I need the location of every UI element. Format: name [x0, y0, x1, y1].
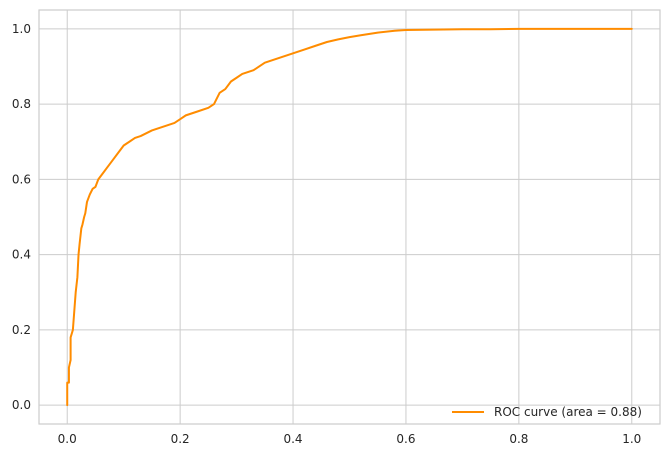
y-tick-label: 0.6: [12, 172, 31, 186]
x-tick-label: 1.0: [622, 432, 641, 446]
legend: ROC curve (area = 0.88): [452, 405, 642, 419]
roc-curve-line: [66, 27, 633, 407]
y-tick-label: 1.0: [12, 22, 31, 36]
grid: [39, 10, 660, 424]
x-tick-label: 0.0: [58, 432, 77, 446]
y-tick-label: 0.8: [12, 97, 31, 111]
x-tick-label: 0.8: [509, 432, 528, 446]
x-tick-label: 0.4: [283, 432, 302, 446]
x-tick-label: 0.2: [171, 432, 190, 446]
series-layer: [66, 27, 633, 407]
x-tick-label: 0.6: [396, 432, 415, 446]
axes-spine: [38, 9, 661, 425]
y-tick-label: 0.2: [12, 323, 31, 337]
plot-frame: [38, 9, 661, 425]
legend-label: ROC curve (area = 0.88): [494, 405, 642, 419]
plot-background: [39, 10, 660, 424]
tick-labels: 0.0 0.2 0.4 0.6 0.8 1.0 0.0 0.2 0.4 0.6 0.8 1.0: [12, 22, 641, 446]
y-tick-label: 0.4: [12, 248, 31, 262]
y-tick-label: 0.0: [12, 398, 31, 412]
